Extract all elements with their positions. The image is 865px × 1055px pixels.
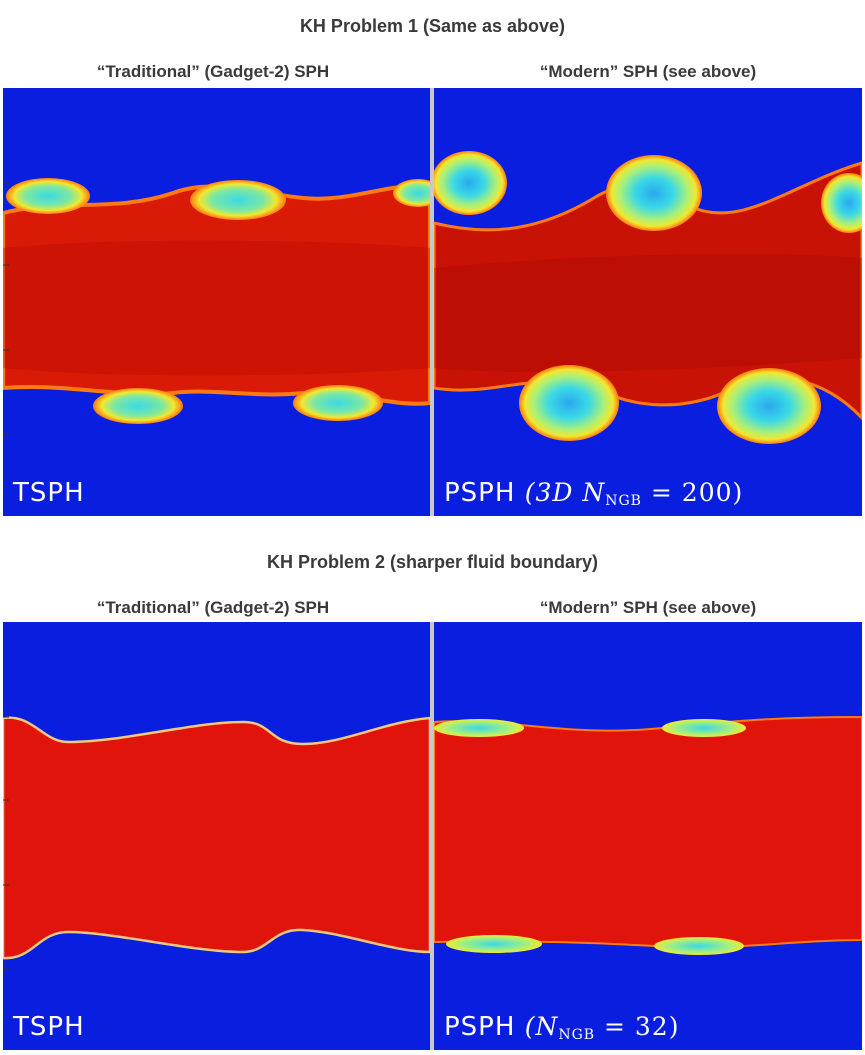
kh1-tsph-swirl (293, 385, 383, 421)
kh1-tsph-swirl (6, 178, 90, 214)
kh2-psph-label: PSPH (NNGB = 32) (444, 1012, 679, 1043)
kh1-psph-swirl (821, 173, 862, 233)
kh2-psph-prefix: PSPH (444, 1012, 516, 1042)
kh1-psph-swirl (519, 365, 619, 441)
kh1-psph-math: (3D NNGB = 200) (524, 478, 744, 509)
kh1-psph-swirl (717, 368, 821, 444)
panel-divider (430, 622, 434, 1050)
kh2-psph-swirl (654, 937, 744, 955)
kh1-psph-label: PSPH (3D NNGB = 200) (444, 478, 743, 509)
panel-divider (430, 88, 434, 516)
section2-title: KH Problem 2 (sharper fluid boundary) (266, 552, 599, 572)
section1-left-header: “Traditional” (Gadget-2) SPH (96, 62, 330, 81)
kh2-psph-swirl (662, 719, 746, 737)
kh1-psph-swirl (434, 151, 507, 215)
section2-left-header: “Traditional” (Gadget-2) SPH (96, 598, 330, 617)
kh1-tsph-swirl (190, 180, 286, 220)
kh1-tsph-label: TSPH (13, 478, 85, 508)
section1-title: KH Problem 1 (Same as above) (299, 16, 566, 36)
kh2-psph-swirl (434, 719, 524, 737)
kh2-psph-panel: PSPH (NNGB = 32) (434, 622, 862, 1050)
kh2-psph-math: (NNGB = 32) (524, 1012, 680, 1043)
kh1-psph-prefix: PSPH (444, 478, 516, 508)
kh2-psph-swirl (446, 935, 542, 953)
section1-right-header: “Modern” SPH (see above) (539, 62, 757, 81)
kh1-psph-swirl (606, 155, 702, 231)
kh1-psph-panel: PSPH (3D NNGB = 200) (434, 88, 862, 516)
kh1-tsph-panel: TSPH (3, 88, 430, 516)
kh2-tsph-panel: TSPH (3, 622, 430, 1050)
kh2-tsph-label: TSPH (13, 1012, 85, 1042)
kh1-tsph-swirl (93, 388, 183, 424)
kh1-tsph-swirl (393, 179, 430, 207)
section2-right-header: “Modern” SPH (see above) (539, 598, 757, 617)
